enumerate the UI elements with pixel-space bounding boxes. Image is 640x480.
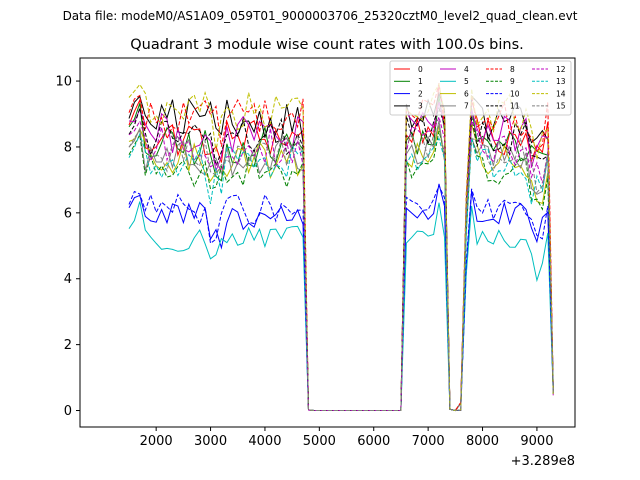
- legend-label-2: 2: [418, 89, 423, 98]
- series-line-10: [128, 184, 554, 412]
- x-tick-label: 5000: [303, 434, 336, 449]
- series-line-1: [128, 96, 554, 412]
- series-line-14: [128, 82, 554, 412]
- series-line-6: [128, 123, 554, 412]
- figure-suptitle: Data file: modeM0/AS1A09_059T01_90000037…: [63, 9, 578, 23]
- x-tick-label: 6000: [357, 434, 390, 449]
- legend-label-10: 10: [510, 89, 520, 98]
- legend-label-1: 1: [418, 77, 423, 86]
- y-tick-label: 4: [64, 272, 72, 287]
- x-tick-label: 3000: [194, 434, 227, 449]
- series-line-8: [128, 82, 554, 412]
- x-tick-label: 8000: [466, 434, 499, 449]
- chart-title: Quadrant 3 module wise count rates with …: [130, 37, 524, 53]
- legend-label-9: 9: [510, 77, 515, 86]
- legend-label-8: 8: [510, 65, 515, 74]
- legend-label-0: 0: [418, 65, 423, 74]
- series-line-9: [128, 130, 554, 411]
- series-line-13: [128, 132, 554, 412]
- series-line-5: [128, 201, 554, 412]
- series-line-4: [128, 101, 554, 412]
- x-axis: 2000 3000 4000 5000 6000 7000 8000 9000: [140, 427, 553, 449]
- y-tick-label: 8: [64, 140, 72, 155]
- y-axis: 0 2 4 6 8 10: [55, 75, 80, 419]
- series-line-12: [128, 115, 554, 412]
- x-tick-label: 2000: [140, 434, 173, 449]
- y-tick-label: 0: [64, 404, 72, 419]
- y-tick-label: 6: [64, 206, 72, 221]
- legend-label-5: 5: [464, 77, 469, 86]
- legend-label-4: 4: [464, 65, 469, 74]
- legend-label-12: 12: [556, 65, 566, 74]
- y-tick-label: 2: [64, 338, 72, 353]
- x-tick-label: 7000: [412, 434, 445, 449]
- legend-box: [389, 60, 572, 116]
- y-tick-label: 10: [55, 75, 72, 90]
- x-offset-label: +3.289e8: [511, 454, 575, 469]
- x-tick-label: 4000: [248, 434, 281, 449]
- legend-label-13: 13: [556, 77, 566, 86]
- x-tick-label: 9000: [520, 434, 553, 449]
- legend-label-3: 3: [418, 102, 423, 111]
- legend-label-11: 11: [510, 102, 520, 111]
- series-line-0: [128, 84, 554, 412]
- series-line-2: [128, 183, 554, 412]
- series-line-15: [128, 124, 554, 412]
- legend-label-15: 15: [556, 102, 566, 111]
- legend-label-14: 14: [556, 89, 566, 98]
- legend-label-7: 7: [464, 102, 469, 111]
- legend-label-6: 6: [464, 89, 469, 98]
- plot-lines: [128, 82, 554, 412]
- plot-frame: [79, 57, 576, 428]
